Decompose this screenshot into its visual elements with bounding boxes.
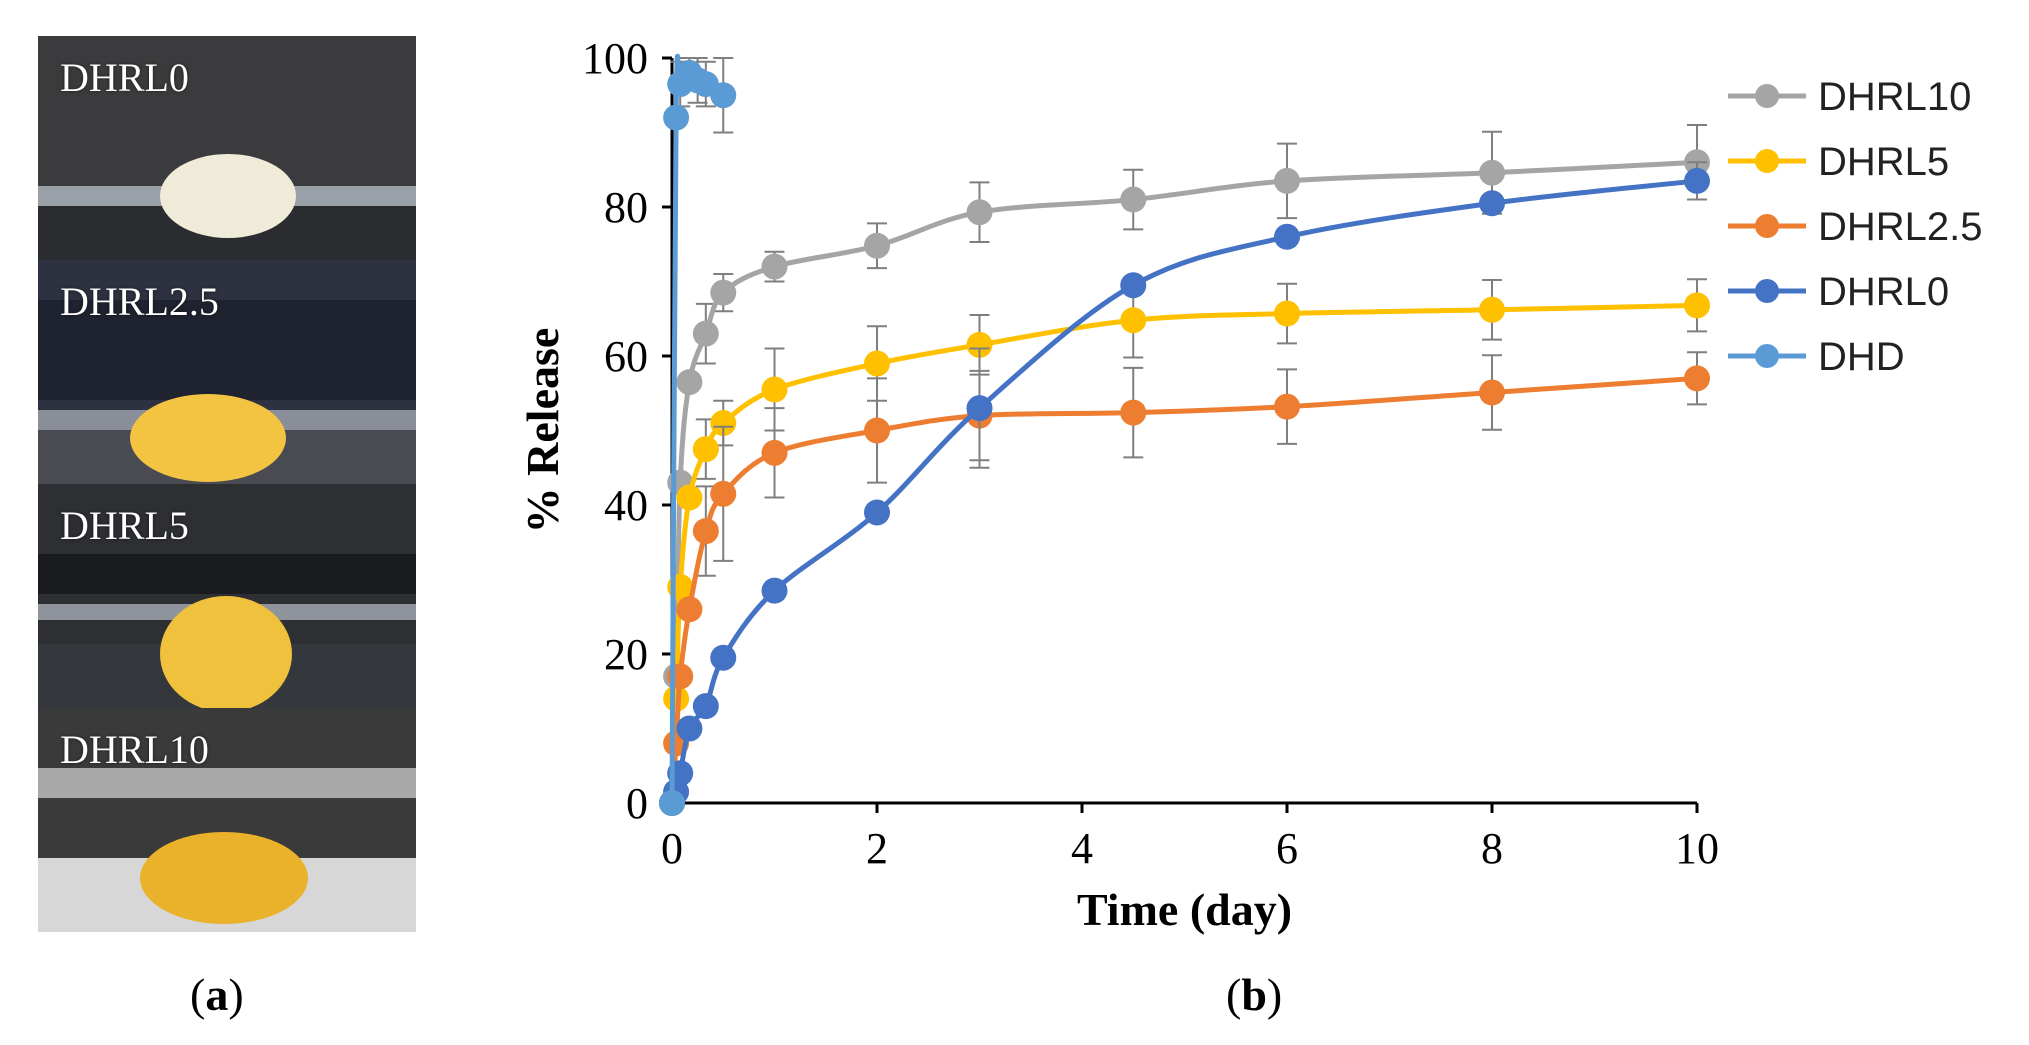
data-point (659, 790, 685, 816)
bead-photo: DHRL0 (38, 36, 416, 260)
bead-photo-drawing (38, 708, 416, 932)
data-point (1684, 167, 1710, 194)
data-point (1479, 379, 1505, 406)
data-point (676, 596, 703, 623)
data-point (663, 104, 690, 131)
y-tick-label: 100 (582, 34, 648, 83)
legend-swatch-marker (1755, 84, 1779, 108)
x-tick-label: 6 (1276, 824, 1298, 873)
y-axis-label: % Release (517, 328, 568, 534)
y-tick-label: 0 (626, 779, 648, 828)
data-point (761, 376, 788, 403)
data-point (1479, 190, 1505, 217)
legend-label: DHRL5 (1818, 140, 1949, 184)
series-line (669, 159, 1698, 804)
data-point (1274, 393, 1300, 420)
x-tick-label: 4 (1071, 824, 1093, 873)
data-point (864, 232, 890, 259)
data-point (1684, 292, 1710, 319)
y-tick-label: 80 (604, 183, 648, 232)
data-point (966, 199, 993, 226)
data-point (676, 369, 703, 396)
caption-open-paren: ( (1226, 969, 1242, 1020)
data-point (710, 480, 737, 507)
legend-label: DHRL10 (1818, 75, 1971, 119)
data-point (1120, 399, 1147, 426)
series-dhrl0 (659, 161, 1710, 816)
legend-swatch-marker (1755, 149, 1779, 173)
data-point (710, 279, 737, 306)
bead-photo: DHRL2.5 (38, 260, 416, 484)
caption-close-paren: ) (1266, 969, 1283, 1020)
data-point (966, 331, 993, 358)
y-tick-label: 40 (604, 481, 648, 530)
series-line (669, 375, 1698, 804)
x-axis-label: Time (day) (1077, 884, 1292, 935)
data-point (864, 417, 890, 444)
caption-letter: a (205, 969, 229, 1020)
data-point (676, 715, 703, 742)
data-point (692, 436, 719, 463)
data-point (1479, 296, 1505, 323)
data-point (1274, 223, 1300, 250)
x-tick-label: 8 (1481, 824, 1503, 873)
x-tick-label: 0 (661, 824, 683, 873)
x-tick-label: 2 (866, 824, 888, 873)
bead-photo-label: DHRL2.5 (60, 279, 219, 324)
data-point (864, 499, 890, 526)
bead-photo-drawing (38, 484, 416, 708)
bead-photo: DHRL10 (38, 708, 416, 932)
y-tick-label: 20 (604, 630, 648, 679)
bead-photo-label: DHRL0 (60, 55, 189, 100)
bead-photo-label: DHRL10 (60, 727, 209, 772)
data-point (864, 350, 890, 377)
x-tick-label: 10 (1675, 824, 1719, 873)
data-point (692, 693, 719, 720)
bead-photo-drawing (38, 36, 416, 260)
data-point (1684, 365, 1710, 392)
y-tick-label: 60 (604, 332, 648, 381)
data-point (710, 644, 737, 671)
data-point (692, 320, 719, 347)
legend-swatch-marker (1755, 344, 1779, 368)
data-point (710, 410, 737, 437)
caption-letter: b (1241, 969, 1267, 1020)
legend-label: DHRL0 (1818, 270, 1949, 314)
series-dhrl10 (659, 124, 1710, 816)
series-dhrl2-5 (659, 351, 1710, 816)
data-point (1120, 186, 1147, 213)
legend-label: DHD (1818, 335, 1905, 379)
data-point (966, 395, 993, 422)
caption-close-paren: ) (228, 969, 244, 1020)
series-dhd (659, 53, 737, 816)
release-chart: 0 20 40 60 80 100 0 2 4 6 8 10 Time (day) % Release DH… (517, 34, 1983, 935)
data-point (1120, 307, 1147, 334)
data-point (710, 82, 737, 109)
legend-swatch-marker (1755, 214, 1779, 238)
data-point (1274, 167, 1300, 194)
series-line (669, 178, 1698, 804)
data-point (761, 439, 788, 466)
caption-open-paren: ( (190, 969, 206, 1020)
data-point (676, 484, 703, 511)
legend-label: DHRL2.5 (1818, 205, 1983, 249)
bead-photo: DHRL5 (38, 484, 416, 708)
bead-photo-drawing (38, 260, 416, 484)
data-point (1479, 159, 1505, 186)
data-point (1274, 300, 1300, 327)
data-point (761, 253, 788, 280)
data-point (761, 577, 788, 604)
bead-photo-label: DHRL5 (60, 503, 189, 548)
series-dhrl5 (659, 278, 1710, 816)
data-point (1120, 272, 1147, 299)
legend-swatch-marker (1755, 279, 1779, 303)
data-point (692, 518, 719, 545)
panel-a-caption: (a) (190, 968, 244, 1021)
bead-photo-panel: DHRL0 DHRL2.5 DHRL5 DHRL10 (38, 36, 416, 932)
panel-b-caption: (b) (1226, 968, 1282, 1021)
